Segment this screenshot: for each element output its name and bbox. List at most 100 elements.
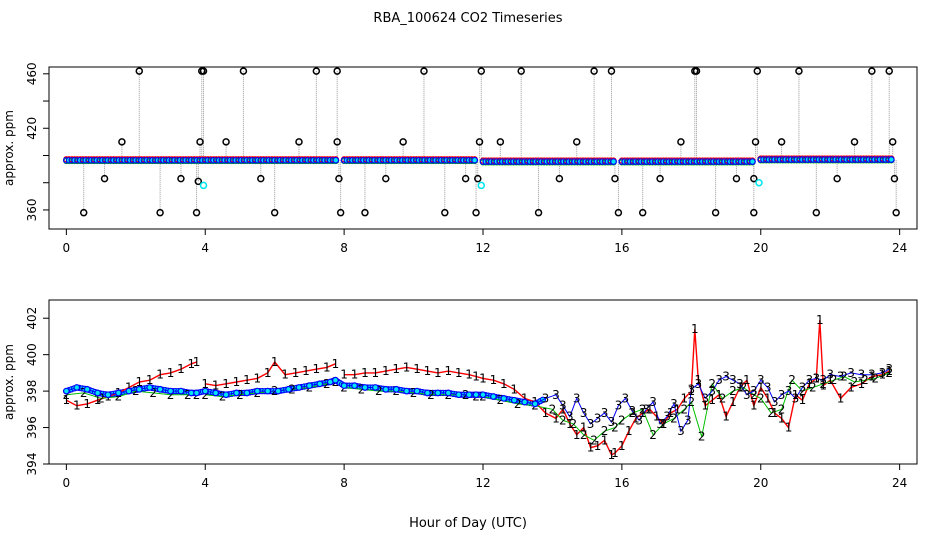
series-1-label: 1 <box>281 368 289 382</box>
outlier-point <box>614 208 623 217</box>
series-3-point <box>521 398 529 406</box>
outlier-point <box>477 67 486 75</box>
series-1-label: 1 <box>434 366 442 380</box>
series-2-label: 2 <box>708 377 716 391</box>
series-3-label: 3 <box>868 368 876 382</box>
series-3-label: 3 <box>757 373 765 387</box>
outlier-point <box>382 174 390 183</box>
series-1-label: 1 <box>156 368 164 382</box>
series-3-label: 3 <box>677 424 685 438</box>
series-3-point <box>316 380 324 388</box>
series-1-label: 1 <box>868 370 876 384</box>
baseline-point-blue <box>887 156 895 163</box>
series-1-label: 1 <box>729 395 737 409</box>
series-1-label: 1 <box>413 362 421 376</box>
series-1-label: 1 <box>253 371 261 385</box>
series-3-point <box>472 391 480 399</box>
series-1-label: 1 <box>667 406 675 420</box>
series-2-label: 2 <box>514 397 522 411</box>
series-1-label: 1 <box>715 388 723 402</box>
series-1-label: 1 <box>559 402 567 416</box>
series-1-label: 1 <box>323 360 331 374</box>
series-2-label: 2 <box>569 417 577 431</box>
series-1-label: 1 <box>826 373 834 387</box>
series-3-label: 3 <box>573 391 581 405</box>
series-3-point <box>413 387 421 395</box>
series-1-label: 1 <box>594 439 602 453</box>
series-3-label: 3 <box>594 411 602 425</box>
series-3-label: 3 <box>663 410 671 424</box>
series-3-label: 3 <box>608 415 616 429</box>
series-3-label: 3 <box>552 388 560 402</box>
series-1-label: 1 <box>351 368 359 382</box>
baseline-point-blue <box>749 158 756 166</box>
series-3-label: 3 <box>587 417 595 431</box>
series-1-label: 1 <box>63 393 71 407</box>
series-2-label: 2 <box>799 384 807 398</box>
outlier-point <box>607 67 616 75</box>
series-1-label: 1 <box>660 417 668 431</box>
series-1-label: 1 <box>701 399 709 413</box>
series-1-label: 1 <box>885 364 893 378</box>
series-1-label: 1 <box>580 421 588 435</box>
baseline-point-blue <box>471 156 479 164</box>
x-tick-label: 0 <box>63 241 71 255</box>
series-3-point <box>146 384 154 391</box>
series-1-label: 1 <box>479 371 487 385</box>
series-3-point <box>490 393 497 400</box>
cyan-point <box>199 181 208 190</box>
y-tick-label: 400 <box>25 343 39 366</box>
series-1-label: 1 <box>806 377 814 391</box>
series-1-label: 1 <box>611 446 619 460</box>
x-tick-label: 24 <box>892 476 907 490</box>
series-3-point <box>455 391 463 399</box>
outlier-point <box>199 67 208 75</box>
baseline-point-blue <box>610 158 617 166</box>
series-1-label: 1 <box>608 448 616 462</box>
series-3-label: 3 <box>708 384 716 398</box>
x-tick-label: 12 <box>475 241 490 255</box>
x-tick-label: 8 <box>340 476 348 490</box>
series-3-point <box>295 384 303 391</box>
outlier-point <box>118 138 126 146</box>
series-2-label: 2 <box>660 417 668 431</box>
series-1-label: 1 <box>521 391 529 405</box>
series-3-label: 3 <box>771 395 779 409</box>
series-1-label: 1 <box>816 313 824 327</box>
series-2-label: 2 <box>236 388 244 402</box>
series-1-label: 1 <box>819 379 827 393</box>
series-1-label: 1 <box>750 399 758 413</box>
series-3-point <box>306 382 313 390</box>
series-2-label: 2 <box>750 388 758 402</box>
series-2-label: 2 <box>809 380 817 394</box>
y-tick-label: 460 <box>25 62 39 85</box>
series-2-label: 2 <box>840 370 848 384</box>
series-3-label: 3 <box>736 377 744 391</box>
series-1-label: 1 <box>771 406 779 420</box>
series-3-label: 3 <box>792 391 800 405</box>
series-2-label: 2 <box>767 406 775 420</box>
series-2-label: 2 <box>184 388 192 402</box>
series-3-label: 3 <box>566 410 574 424</box>
x-axis-label: Hour of Day (UTC) <box>409 516 527 531</box>
series-1-label: 1 <box>340 368 348 382</box>
series-1-label: 1 <box>646 402 654 416</box>
series-3-label: 3 <box>729 373 737 387</box>
series-3-label: 3 <box>715 373 723 387</box>
y-tick-label: 360 <box>25 198 39 221</box>
series-2-label: 2 <box>788 373 796 387</box>
series-2-label: 2 <box>670 411 678 425</box>
series-2-label: 2 <box>729 384 737 398</box>
series-2-label: 2 <box>167 388 175 402</box>
series-1-label: 1 <box>193 355 201 369</box>
outlier-point <box>461 174 470 183</box>
series-1-label: 1 <box>566 417 574 431</box>
outlier-point <box>892 208 900 217</box>
outlier-point <box>795 67 803 75</box>
outlier-point <box>572 138 581 146</box>
x-tick-label: 20 <box>753 241 768 255</box>
series-3-point <box>62 387 70 395</box>
series-1-label: 1 <box>73 399 81 413</box>
series-3-label: 3 <box>722 370 730 384</box>
series-1-label: 1 <box>392 362 400 376</box>
